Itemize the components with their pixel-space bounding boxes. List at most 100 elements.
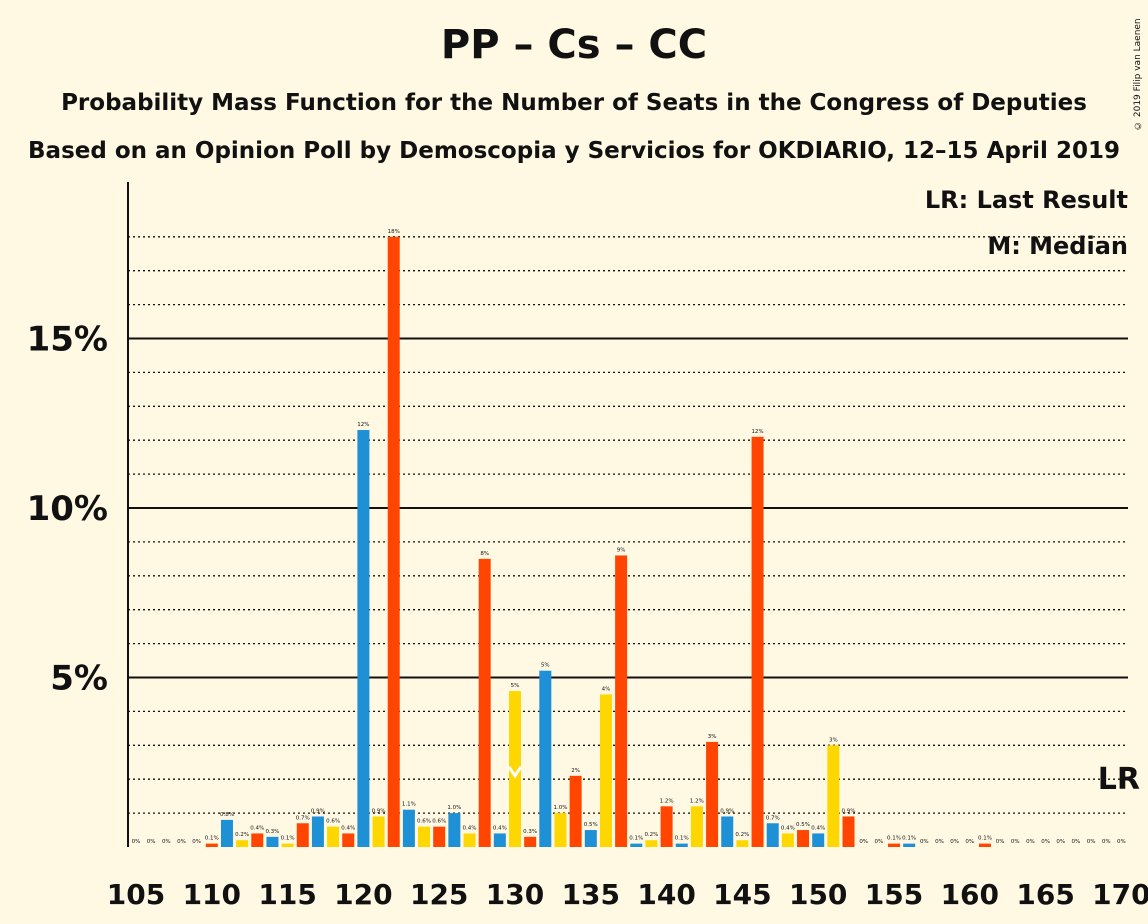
bar-label-seat-133: 1.0% bbox=[553, 805, 567, 811]
y-tick-label: 15% bbox=[27, 320, 108, 360]
bar-seat-155 bbox=[888, 843, 900, 847]
markers: LR bbox=[507, 762, 1140, 797]
bar-label-seat-117: 0.9% bbox=[311, 808, 325, 814]
bar-label-seat-170: 0% bbox=[1117, 839, 1126, 845]
bar-seat-129 bbox=[493, 833, 506, 847]
bar-seat-147 bbox=[766, 823, 779, 847]
bar-seat-110 bbox=[205, 843, 218, 847]
bar-label-seat-153: 0% bbox=[859, 839, 868, 845]
bar-seat-125 bbox=[433, 826, 446, 847]
x-tick-label: 125 bbox=[410, 878, 468, 911]
bar-label-seat-128: 8% bbox=[480, 551, 489, 557]
legend-median: M: Median bbox=[987, 232, 1128, 260]
bar-label-seat-145: 0.2% bbox=[735, 832, 749, 838]
bar-label-seat-149: 0.5% bbox=[796, 822, 810, 828]
median-marker bbox=[507, 765, 523, 779]
bar-label-seat-123: 1.1% bbox=[402, 802, 416, 808]
bar-label-seat-108: 0% bbox=[177, 839, 186, 845]
bar-label-seat-152: 0.9% bbox=[842, 808, 856, 814]
bar-label-seat-166: 0% bbox=[1056, 839, 1065, 845]
bar-seat-161 bbox=[978, 843, 991, 847]
bar-seat-144 bbox=[721, 816, 734, 847]
bar-seat-136 bbox=[599, 694, 612, 847]
bar-label-seat-129: 0.4% bbox=[493, 825, 507, 831]
bar-seat-149 bbox=[797, 830, 810, 847]
x-tick-label: 140 bbox=[637, 878, 695, 911]
chart-title: PP – Cs – CC bbox=[440, 22, 708, 68]
bar-seat-151 bbox=[827, 745, 840, 847]
bar-seat-150 bbox=[812, 833, 825, 847]
x-tick-label: 165 bbox=[1016, 878, 1074, 911]
bar-seat-156 bbox=[903, 843, 916, 847]
bar-seat-133 bbox=[554, 813, 567, 847]
bar-seat-114 bbox=[266, 836, 279, 847]
y-tick-label: 5% bbox=[50, 659, 108, 699]
bar-label-seat-169: 0% bbox=[1102, 839, 1111, 845]
bar-seat-120 bbox=[357, 430, 370, 847]
bar-label-seat-115: 0.1% bbox=[281, 836, 295, 842]
bar-seat-130 bbox=[509, 691, 521, 847]
bar-seat-119 bbox=[342, 833, 355, 847]
bar-seat-143 bbox=[706, 741, 719, 847]
bar-label-seat-116: 0.7% bbox=[296, 815, 310, 821]
bar-seat-135 bbox=[584, 830, 597, 847]
x-tick-label: 160 bbox=[941, 878, 999, 911]
bar-label-seat-106: 0% bbox=[147, 839, 156, 845]
bar-label-seat-161: 0.1% bbox=[978, 836, 992, 842]
bar-label-seat-110: 0.1% bbox=[205, 836, 219, 842]
bar-label-seat-151: 3% bbox=[829, 737, 838, 743]
bar-label-seat-148: 0.4% bbox=[781, 825, 795, 831]
bar-seat-138 bbox=[630, 843, 643, 847]
x-tick-label: 155 bbox=[865, 878, 923, 911]
bar-labels: 0% 0% 0% 0% 0%0.1%0.8%0.2%0.4%0.3%0.1%0.7%0.… bbox=[132, 229, 1126, 845]
bar-seat-141 bbox=[675, 843, 688, 847]
x-tick-label: 145 bbox=[713, 878, 771, 911]
bar-label-seat-114: 0.3% bbox=[265, 829, 279, 835]
bar-label-seat-162: 0% bbox=[996, 839, 1005, 845]
bars bbox=[205, 236, 991, 848]
bar-label-seat-135: 0.5% bbox=[584, 822, 598, 828]
bar-label-seat-126: 1.0% bbox=[447, 805, 461, 811]
bar-label-seat-111: 0.8% bbox=[220, 812, 234, 818]
x-tick-label: 115 bbox=[258, 878, 316, 911]
bar-seat-115 bbox=[281, 843, 294, 847]
tick-labels: 5% 10% 15% 105 110 115 120 125 130 135 140 145 150 15… bbox=[27, 320, 1148, 912]
bar-label-seat-119: 0.4% bbox=[341, 825, 355, 831]
bar-label-seat-167: 0% bbox=[1072, 839, 1081, 845]
y-tick-label: 10% bbox=[27, 489, 108, 529]
bar-label-seat-122: 18% bbox=[388, 229, 400, 235]
bar-label-seat-140: 1.2% bbox=[660, 798, 674, 804]
bar-label-seat-136: 4% bbox=[602, 686, 611, 692]
grid-lines bbox=[128, 236, 1128, 814]
bar-label-seat-113: 0.4% bbox=[250, 825, 264, 831]
bar-seat-145 bbox=[736, 840, 749, 847]
x-tick-label: 130 bbox=[486, 878, 544, 911]
bar-seat-124 bbox=[418, 826, 431, 847]
bar-label-seat-144: 0.9% bbox=[720, 808, 734, 814]
bar-seat-146 bbox=[751, 436, 764, 847]
bar-label-seat-131: 0.3% bbox=[523, 829, 537, 835]
legend-last-result: LR: Last Result bbox=[924, 186, 1128, 214]
bar-seat-112 bbox=[236, 840, 249, 847]
bar-seat-142 bbox=[690, 806, 703, 847]
bar-seat-139 bbox=[645, 840, 658, 847]
bar-label-seat-134: 2% bbox=[571, 768, 580, 774]
bar-seat-131 bbox=[524, 836, 537, 847]
bar-label-seat-150: 0.4% bbox=[811, 825, 825, 831]
bar-seat-126 bbox=[448, 813, 461, 847]
bar-label-seat-147: 0.7% bbox=[766, 815, 780, 821]
bar-label-seat-156: 0.1% bbox=[902, 836, 916, 842]
bar-label-seat-154: 0% bbox=[874, 839, 883, 845]
bar-seat-140 bbox=[660, 806, 673, 847]
bar-label-seat-125: 0.6% bbox=[432, 819, 446, 825]
bar-seat-127 bbox=[463, 833, 476, 847]
last-result-marker: LR bbox=[1098, 762, 1140, 797]
bar-label-seat-158: 0% bbox=[935, 839, 944, 845]
bar-label-seat-163: 0% bbox=[1011, 839, 1020, 845]
bar-label-seat-142: 1.2% bbox=[690, 798, 704, 804]
bar-label-seat-157: 0% bbox=[920, 839, 929, 845]
x-tick-label: 135 bbox=[562, 878, 620, 911]
bar-seat-122 bbox=[387, 236, 400, 848]
x-tick-label: 110 bbox=[183, 878, 241, 911]
